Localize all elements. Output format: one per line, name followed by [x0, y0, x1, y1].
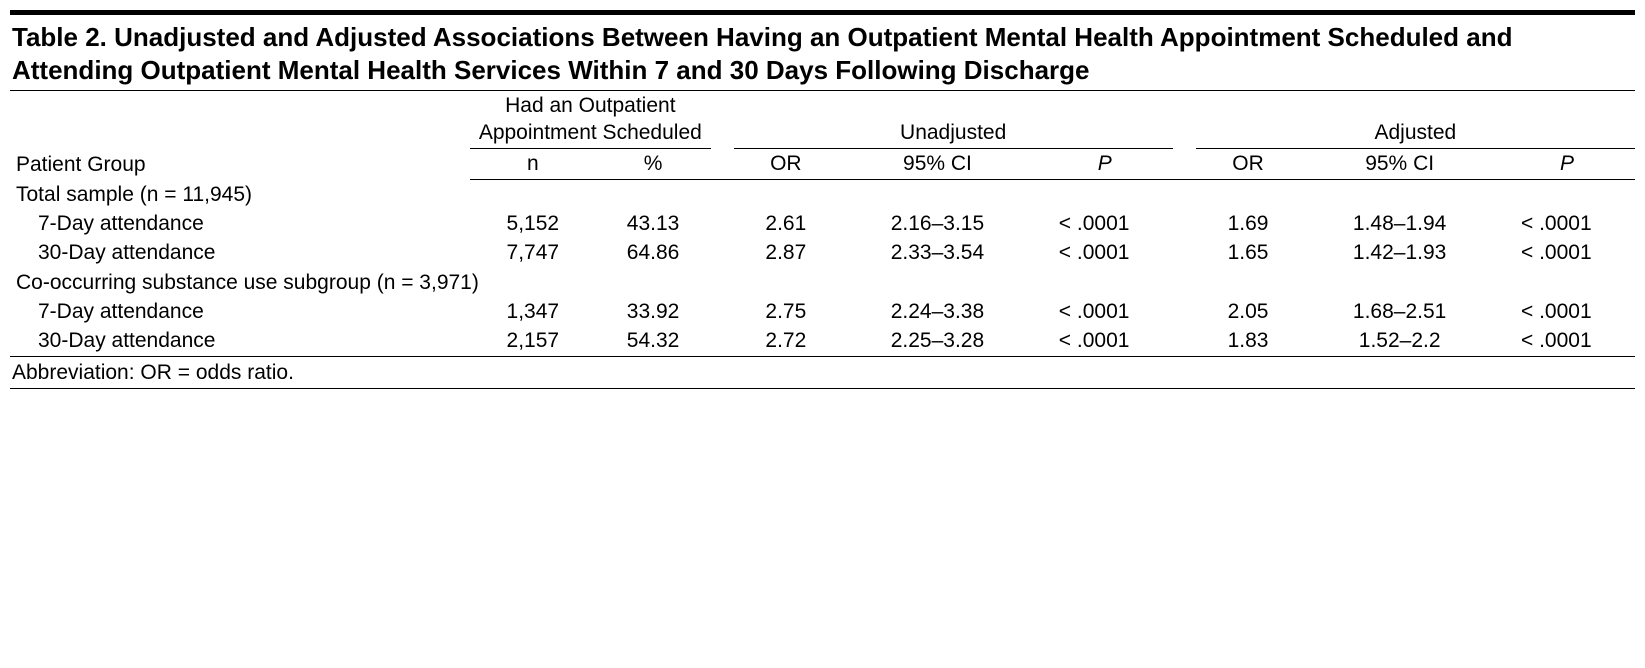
colgroup-scheduled: Had an Outpatient Appointment Scheduled [470, 91, 710, 148]
cell-unadj-or: 2.72 [734, 326, 839, 356]
table-row: 30-Day attendance 7,747 64.86 2.87 2.33–… [10, 238, 1635, 267]
cell-unadj-ci: 2.16–3.15 [838, 209, 1037, 238]
cell-n: 2,157 [470, 326, 595, 356]
cell-unadj-ci: 2.25–3.28 [838, 326, 1037, 356]
row-label: 7-Day attendance [10, 297, 470, 326]
cell-adj-or: 1.65 [1196, 238, 1301, 267]
col-patient-group: Patient Group [10, 91, 470, 179]
cell-n: 1,347 [470, 297, 595, 326]
table-head: Patient Group Had an Outpatient Appointm… [10, 91, 1635, 179]
table-row: 7-Day attendance 1,347 33.92 2.75 2.24–3… [10, 297, 1635, 326]
cell-adj-p: < .0001 [1499, 326, 1635, 356]
cell-adj-or: 2.05 [1196, 297, 1301, 326]
section-header-row: Total sample (n = 11,945) [10, 179, 1635, 209]
row-label: 30-Day attendance [10, 326, 470, 356]
cell-unadj-or: 2.75 [734, 297, 839, 326]
cell-unadj-p: < .0001 [1037, 209, 1173, 238]
col-unadj-ci: 95% CI [838, 148, 1037, 179]
table-row: 30-Day attendance 2,157 54.32 2.72 2.25–… [10, 326, 1635, 356]
section-header-row: Co-occurring substance use subgroup (n =… [10, 268, 1635, 297]
col-adj-p: P [1499, 148, 1635, 179]
table-title: Table 2. Unadjusted and Adjusted Associa… [10, 15, 1635, 91]
section-label: Total sample (n = 11,945) [10, 179, 1635, 209]
cell-adj-ci: 1.68–2.51 [1300, 297, 1499, 326]
cell-n: 5,152 [470, 209, 595, 238]
cell-adj-ci: 1.42–1.93 [1300, 238, 1499, 267]
cell-adj-p: < .0001 [1499, 209, 1635, 238]
row-label: 30-Day attendance [10, 238, 470, 267]
cell-pct: 54.32 [596, 326, 711, 356]
cell-unadj-ci: 2.33–3.54 [838, 238, 1037, 267]
cell-pct: 64.86 [596, 238, 711, 267]
cell-unadj-p: < .0001 [1037, 326, 1173, 356]
cell-unadj-ci: 2.24–3.38 [838, 297, 1037, 326]
colgroup-adjusted: Adjusted [1196, 91, 1635, 148]
associations-table: Patient Group Had an Outpatient Appointm… [10, 91, 1635, 389]
table-container: Table 2. Unadjusted and Adjusted Associa… [10, 10, 1635, 389]
cell-unadj-p: < .0001 [1037, 297, 1173, 326]
table-footnote: Abbreviation: OR = odds ratio. [10, 356, 1635, 388]
cell-unadj-or: 2.87 [734, 238, 839, 267]
table-footnote-row: Abbreviation: OR = odds ratio. [10, 356, 1635, 388]
col-unadj-or: OR [734, 148, 839, 179]
cell-adj-or: 1.83 [1196, 326, 1301, 356]
col-n: n [470, 148, 595, 179]
cell-adj-p: < .0001 [1499, 238, 1635, 267]
cell-adj-ci: 1.48–1.94 [1300, 209, 1499, 238]
col-unadj-p: P [1037, 148, 1173, 179]
cell-adj-p: < .0001 [1499, 297, 1635, 326]
table-body: Total sample (n = 11,945) 7-Day attendan… [10, 179, 1635, 388]
cell-unadj-p: < .0001 [1037, 238, 1173, 267]
cell-adj-or: 1.69 [1196, 209, 1301, 238]
col-adj-ci: 95% CI [1300, 148, 1499, 179]
row-label: 7-Day attendance [10, 209, 470, 238]
col-pct: % [596, 148, 711, 179]
table-row: 7-Day attendance 5,152 43.13 2.61 2.16–3… [10, 209, 1635, 238]
section-label: Co-occurring substance use subgroup (n =… [10, 268, 1635, 297]
cell-n: 7,747 [470, 238, 595, 267]
cell-adj-ci: 1.52–2.2 [1300, 326, 1499, 356]
colgroup-unadjusted: Unadjusted [734, 91, 1173, 148]
cell-pct: 43.13 [596, 209, 711, 238]
cell-unadj-or: 2.61 [734, 209, 839, 238]
col-adj-or: OR [1196, 148, 1301, 179]
cell-pct: 33.92 [596, 297, 711, 326]
